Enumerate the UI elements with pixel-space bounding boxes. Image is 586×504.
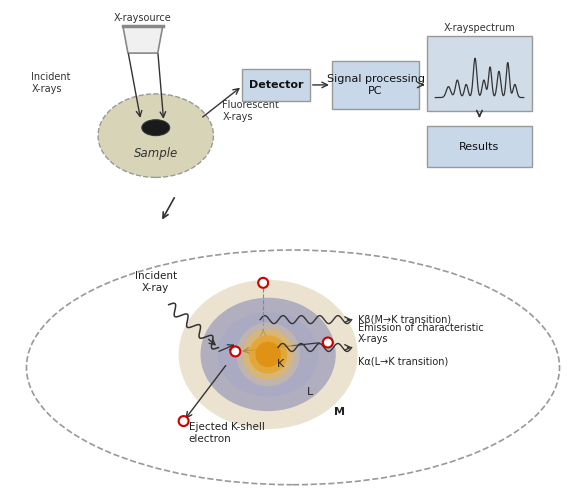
Text: L: L [307, 387, 313, 397]
Polygon shape [123, 26, 163, 53]
Text: X-rayspectrum: X-rayspectrum [444, 23, 515, 33]
Text: Kβ(M→K transition): Kβ(M→K transition) [357, 314, 451, 325]
Ellipse shape [217, 312, 319, 397]
Text: Incident
X-ray: Incident X-ray [135, 271, 177, 293]
Ellipse shape [200, 298, 336, 411]
Ellipse shape [255, 342, 281, 367]
Text: M: M [334, 407, 345, 417]
FancyBboxPatch shape [332, 61, 420, 109]
Ellipse shape [98, 94, 213, 177]
Text: Detector: Detector [249, 80, 304, 90]
Ellipse shape [179, 416, 189, 426]
Ellipse shape [249, 335, 287, 373]
Text: Sample: Sample [134, 147, 178, 160]
Text: K: K [277, 359, 284, 369]
Ellipse shape [142, 120, 170, 136]
Ellipse shape [26, 250, 560, 485]
Text: Incident
X-rays: Incident X-rays [32, 72, 71, 94]
Ellipse shape [258, 278, 268, 288]
Text: Kα(L→K transition): Kα(L→K transition) [357, 356, 448, 366]
Text: Signal processing
PC: Signal processing PC [326, 74, 424, 96]
Ellipse shape [243, 329, 294, 380]
Ellipse shape [236, 323, 300, 386]
Text: Ejected K-shell
electron: Ejected K-shell electron [189, 422, 264, 444]
Ellipse shape [179, 280, 357, 429]
Ellipse shape [323, 338, 333, 347]
FancyBboxPatch shape [427, 36, 532, 111]
Ellipse shape [230, 346, 240, 356]
FancyBboxPatch shape [427, 125, 532, 167]
Text: X-raysource: X-raysource [114, 13, 172, 23]
Text: Fluorescent
X-rays: Fluorescent X-rays [223, 100, 280, 121]
FancyBboxPatch shape [242, 69, 310, 101]
Text: Emission of characteristic
X-rays: Emission of characteristic X-rays [357, 323, 483, 344]
Text: Results: Results [459, 142, 500, 152]
